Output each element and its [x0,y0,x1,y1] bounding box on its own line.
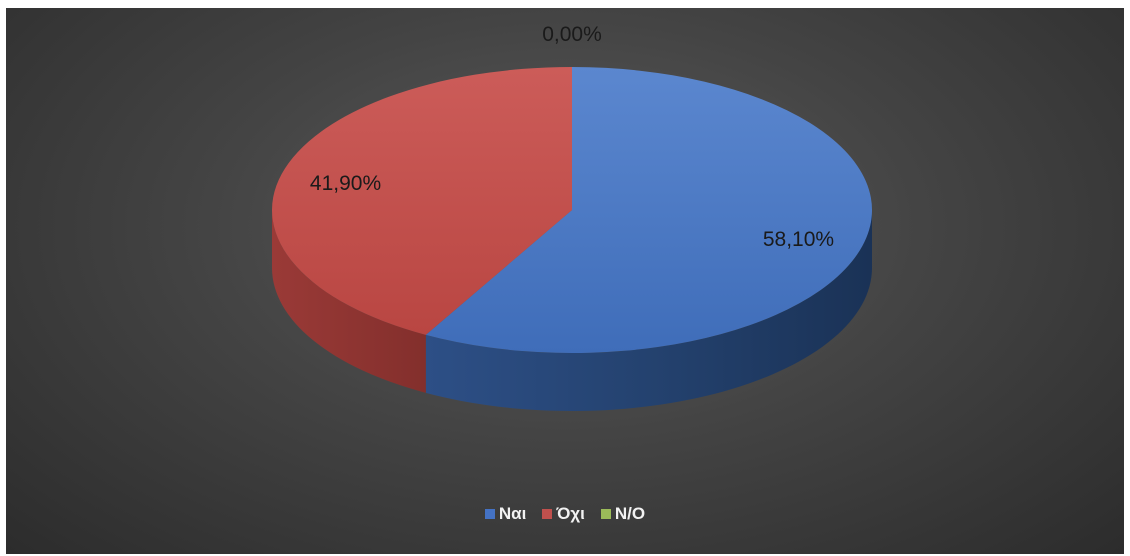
data-label-nai: 58,10% [763,228,834,251]
legend-item-oxi: Όχι [542,504,585,524]
legend-swatch-oxi [542,509,553,519]
legend: Ναι Όχι N/O [0,504,1130,524]
pie-side-oxi [272,210,426,393]
data-label-oxi: 41,90% [310,172,381,195]
legend-label-oxi: Όχι [556,504,585,523]
legend-label-nai: Ναι [498,504,527,523]
legend-label-no: N/O [614,504,646,523]
pie-slice-oxi [272,67,572,335]
legend-item-nai: Ναι [484,504,527,524]
legend-swatch-nai [484,509,495,519]
legend-swatch-no [600,509,611,519]
data-label-no: 0,00% [542,23,602,46]
pie-side-nai [425,210,872,412]
legend-item-no: N/O [600,504,646,524]
pie-slice-nai [425,67,872,353]
